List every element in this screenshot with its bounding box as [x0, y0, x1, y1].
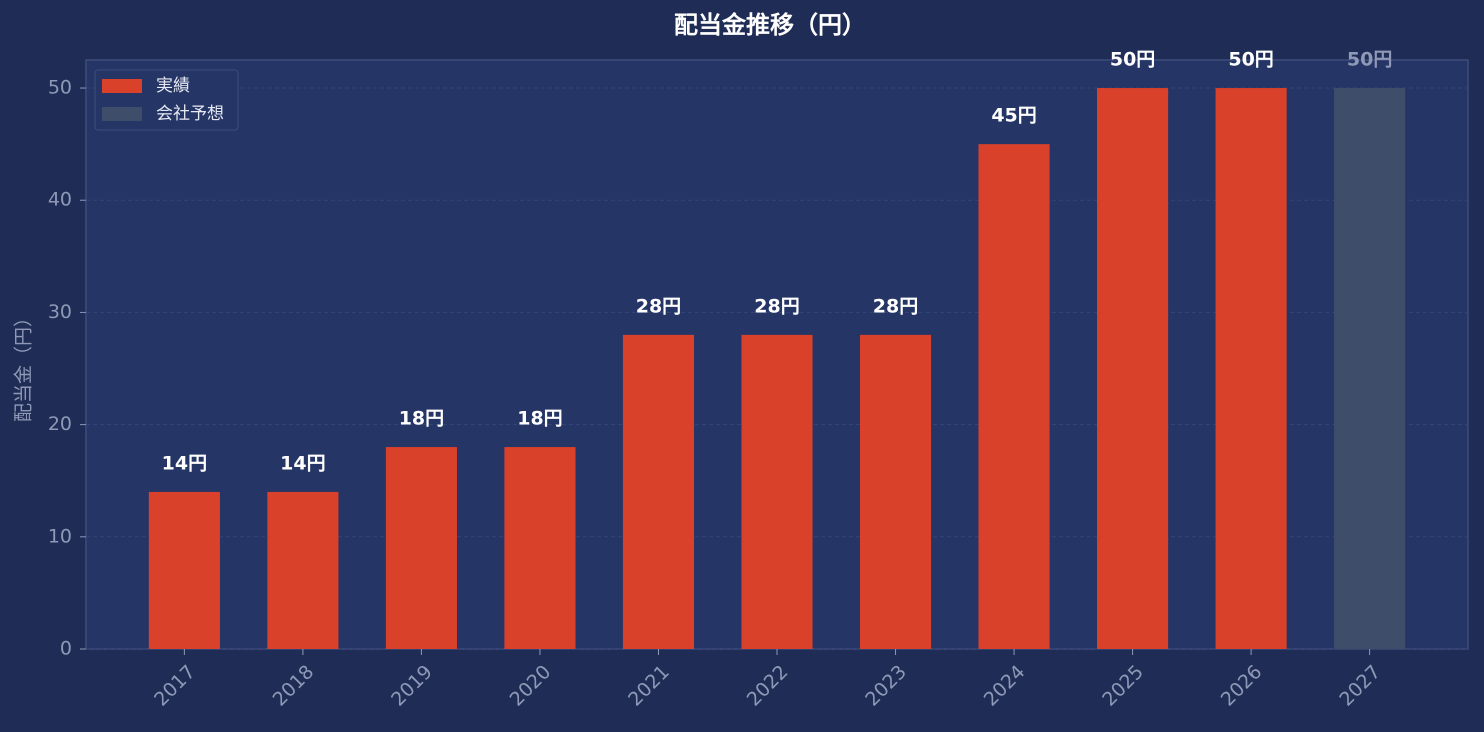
legend-label: 実績: [156, 76, 190, 96]
data-label: 14円: [162, 452, 207, 474]
data-label: 28円: [636, 295, 681, 317]
y-tick-label: 0: [60, 638, 72, 660]
data-label: 45円: [991, 105, 1036, 127]
bar: [385, 447, 457, 649]
bar: [148, 491, 220, 649]
data-label: 28円: [873, 295, 918, 317]
y-axis-label: 配当金（円）: [13, 308, 35, 422]
bar: [1215, 88, 1287, 650]
bar: [1097, 88, 1169, 650]
y-tick-label: 50: [48, 77, 72, 99]
data-label: 50円: [1347, 49, 1392, 71]
bar: [267, 491, 339, 649]
chart-title: 配当金推移（円）: [674, 11, 866, 39]
y-tick-label: 20: [48, 413, 72, 435]
bar: [978, 144, 1050, 649]
y-tick-label: 40: [48, 189, 72, 211]
y-tick-label: 10: [48, 525, 72, 547]
legend-swatch: [102, 79, 142, 93]
bar: [1334, 88, 1406, 650]
y-tick-label: 30: [48, 301, 72, 323]
bar: [504, 447, 576, 649]
bar: [741, 334, 813, 649]
data-label: 18円: [399, 408, 444, 430]
bar: [859, 334, 932, 649]
legend-label: 会社予想: [156, 104, 224, 124]
data-label: 50円: [1228, 49, 1273, 71]
legend-swatch: [102, 107, 142, 121]
data-label: 18円: [517, 408, 562, 430]
bar: [622, 334, 695, 649]
data-label: 28円: [754, 295, 799, 317]
data-label: 50円: [1110, 49, 1155, 71]
data-label: 14円: [280, 452, 325, 474]
